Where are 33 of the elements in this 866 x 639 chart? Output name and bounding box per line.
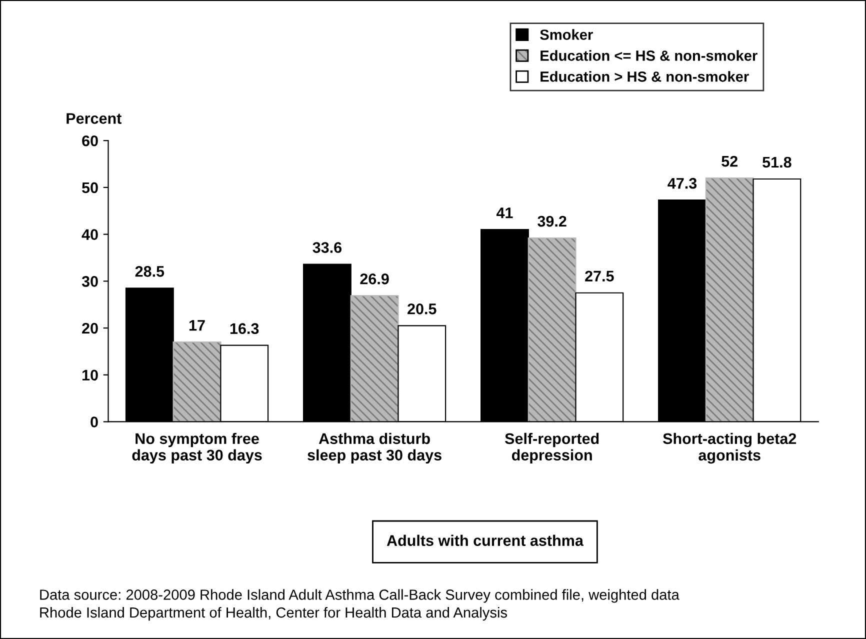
bar xyxy=(528,237,576,422)
x-tick-label: Asthma disturb sleep past 30 days xyxy=(308,432,442,464)
legend-label: Education > HS & non-smoker xyxy=(540,71,749,82)
source-note: Data source: 2008-2009 Rhode Island Adult Asthma Call-Back Survey combined file, weighted data Rhode Island Department of Health, Center for Health Data and Analysis xyxy=(40,589,680,621)
y-tick-label: 20 xyxy=(82,322,98,334)
y-tick-label: 10 xyxy=(82,370,98,381)
data-label: 27.5 xyxy=(585,270,614,282)
data-label: 47.3 xyxy=(668,178,697,189)
legend-label: Smoker xyxy=(540,29,593,40)
data-label: 41 xyxy=(496,208,513,218)
data-label: 20.5 xyxy=(408,304,436,314)
data-label: 17 xyxy=(189,320,205,331)
data-label: 51.8 xyxy=(762,156,792,168)
y-tick-label: 0 xyxy=(90,416,98,428)
data-label: 28.5 xyxy=(135,266,164,277)
data-label: 52 xyxy=(722,156,738,167)
x-tick-label: Self-reported depression xyxy=(504,432,599,464)
y-axis-title: Percent xyxy=(66,113,122,124)
bar xyxy=(172,342,222,422)
y-tick-label: 60 xyxy=(82,135,98,146)
x-tick-label: Short-acting beta2 agonists xyxy=(662,432,796,464)
y-tick-label: 50 xyxy=(82,182,98,194)
legend-label: Education <= HS & non-smoker xyxy=(540,50,758,61)
data-label: 16.3 xyxy=(230,323,259,334)
y-tick-label: 30 xyxy=(82,276,98,287)
data-label: 26.9 xyxy=(360,274,389,284)
data-label: 33.6 xyxy=(312,242,342,253)
x-tick-label: No symptom free days past 30 days xyxy=(132,432,262,464)
bar xyxy=(350,295,399,422)
data-label: 39.2 xyxy=(538,216,566,227)
y-tick-label: 40 xyxy=(82,229,98,240)
bar xyxy=(705,178,754,422)
x-axis-title: Adults with current asthma xyxy=(386,534,584,546)
